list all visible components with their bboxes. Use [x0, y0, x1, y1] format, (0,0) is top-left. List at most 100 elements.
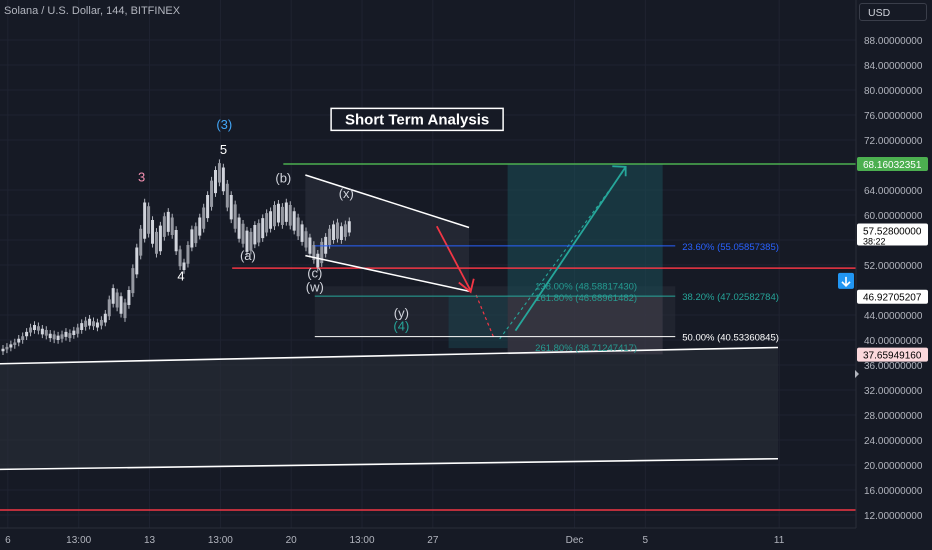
candle-body: [111, 288, 115, 304]
candle-body: [249, 231, 253, 251]
candle-body: [253, 225, 257, 245]
candle-body: [198, 217, 202, 236]
time-tick-label: 13: [144, 535, 156, 546]
candle-body: [237, 217, 241, 239]
price-tick-label: 60.00000000: [864, 211, 923, 222]
candle-body: [154, 231, 158, 254]
price-label-box: [857, 289, 928, 304]
lower-channel-zone: [0, 347, 778, 470]
candle-body: [273, 205, 277, 227]
candle-body: [99, 320, 103, 326]
candle-body: [9, 344, 13, 348]
time-tick-label: Dec: [566, 535, 584, 546]
candle-body: [56, 335, 60, 340]
symbol-title: Solana / U.S. Dollar, 144, BITFINEX: [4, 5, 181, 17]
candle-body: [127, 290, 131, 305]
dashed-path-up: [499, 167, 627, 340]
fib-label: 50.00% (40.53360845): [682, 333, 779, 344]
channel-bottom-line: [0, 457, 779, 471]
dashed-path-down: [475, 294, 495, 339]
price-axis-bg: [856, 0, 932, 550]
wedge-upper-line: [305, 174, 470, 229]
correction-wedge-zone: [305, 175, 470, 292]
candle-body: [328, 228, 332, 245]
candle-body: [32, 325, 36, 330]
candle-body: [21, 336, 25, 340]
wave-label: (c): [307, 266, 322, 281]
target-risk-zone: [507, 296, 663, 355]
candle-body: [233, 204, 237, 229]
time-tick-label: 11: [774, 535, 785, 546]
candle-body: [135, 247, 139, 275]
price-tick-label: 52.00000000: [864, 261, 923, 272]
candle-body: [151, 220, 155, 244]
wave-label: (w): [306, 279, 324, 294]
candle-body: [48, 333, 52, 339]
wave-label: (b): [275, 171, 291, 186]
price-tick-label: 76.00000000: [864, 111, 923, 122]
candle-body: [261, 218, 265, 239]
currency-button[interactable]: USD: [859, 3, 927, 21]
fib-label: 38.20% (47.02582784): [682, 292, 779, 303]
candles: [1, 159, 351, 355]
candle-body: [213, 170, 217, 194]
price-tick-label: 28.00000000: [864, 411, 923, 422]
price-tick-label: 40.00000000: [864, 336, 923, 347]
extension-label: 261.80% (38.71247417): [535, 343, 637, 354]
candle-body: [186, 245, 190, 264]
scroll-right-icon[interactable]: [855, 370, 859, 378]
candle-body: [44, 330, 48, 336]
candle-body: [304, 231, 308, 248]
candle-body: [202, 207, 206, 229]
time-tick-label: 13:00: [208, 535, 233, 546]
candle-body: [284, 202, 288, 222]
fib-label: 23.60% (55.05857385): [682, 242, 779, 253]
price-label-countdown: 38:22: [863, 236, 886, 246]
candle-body: [5, 346, 9, 350]
candle-body: [64, 331, 68, 337]
candle-body: [332, 224, 336, 240]
time-tick-label: 6: [5, 535, 11, 546]
price-tick-label: 32.00000000: [864, 386, 923, 397]
price-tick-label: 72.00000000: [864, 136, 923, 147]
candle-body: [296, 217, 300, 237]
candle-body: [339, 226, 343, 240]
candle-body: [229, 195, 233, 220]
candle-body: [119, 296, 123, 314]
candle-body: [190, 229, 194, 248]
price-tick-label: 64.00000000: [864, 186, 923, 197]
candle-body: [131, 268, 135, 294]
candle-body: [245, 230, 249, 252]
candle-body: [280, 206, 284, 225]
candle-body: [265, 213, 269, 233]
candle-body: [123, 302, 127, 319]
candle-body: [36, 326, 40, 331]
wave-labels: (3) 5 3 4 (b) (x) (a) (c)(w) (y)(4): [138, 117, 409, 334]
candle-body: [300, 224, 304, 242]
candle-body: [257, 223, 261, 243]
candle-body: [182, 262, 186, 270]
wave4-zone: [448, 296, 508, 349]
price-label-value: 46.92705207: [863, 293, 922, 304]
target-profit-zone: [507, 164, 663, 297]
candle-body: [1, 348, 5, 352]
candle-body: [68, 333, 72, 339]
candle-body: [95, 322, 99, 328]
candle-body: [103, 313, 107, 323]
wave-label: (y): [394, 306, 409, 321]
wave-label: (x): [339, 186, 354, 201]
candle-body: [170, 217, 174, 235]
candle-body: [158, 225, 162, 252]
time-tick-label: 13:00: [350, 535, 375, 546]
time-axis: 6 13:00 13 13:00 20 13:00 27 Dec 5 11: [0, 527, 856, 546]
price-label-value: 57.52800000: [863, 226, 922, 237]
time-tick-label: 13:00: [66, 535, 91, 546]
candle-body: [76, 327, 80, 334]
candle-body: [147, 206, 151, 234]
candle-body: [178, 249, 182, 267]
candle-body: [25, 331, 29, 337]
extension-label: 138.00% (48.58817430): [535, 281, 637, 292]
candle-body: [194, 226, 198, 244]
candle-body: [29, 327, 33, 333]
